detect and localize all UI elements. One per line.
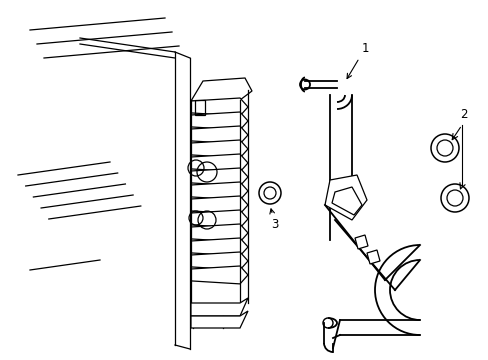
Polygon shape xyxy=(191,298,247,316)
Polygon shape xyxy=(354,235,367,249)
Polygon shape xyxy=(191,210,247,228)
Polygon shape xyxy=(191,126,247,144)
Polygon shape xyxy=(191,238,247,256)
Polygon shape xyxy=(191,311,247,328)
Polygon shape xyxy=(191,140,247,158)
Polygon shape xyxy=(325,175,366,220)
Polygon shape xyxy=(191,112,247,130)
Polygon shape xyxy=(191,78,251,101)
Polygon shape xyxy=(366,250,379,264)
Polygon shape xyxy=(191,98,247,116)
Polygon shape xyxy=(191,154,247,172)
Polygon shape xyxy=(191,224,247,242)
Text: 2: 2 xyxy=(459,108,467,121)
Polygon shape xyxy=(191,168,247,186)
Bar xyxy=(195,100,204,115)
Polygon shape xyxy=(191,252,247,270)
Polygon shape xyxy=(191,266,247,284)
Polygon shape xyxy=(191,196,247,214)
Text: 1: 1 xyxy=(346,42,368,78)
Polygon shape xyxy=(191,182,247,200)
Text: 3: 3 xyxy=(269,209,278,231)
Polygon shape xyxy=(331,187,361,215)
